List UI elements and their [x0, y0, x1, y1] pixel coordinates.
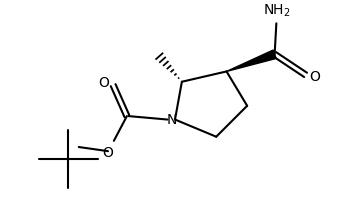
Text: NH$_2$: NH$_2$ — [262, 3, 290, 19]
Text: O: O — [103, 146, 113, 160]
Text: O: O — [98, 76, 109, 91]
Polygon shape — [226, 50, 276, 71]
Text: O: O — [310, 70, 321, 83]
Text: N: N — [167, 113, 177, 127]
